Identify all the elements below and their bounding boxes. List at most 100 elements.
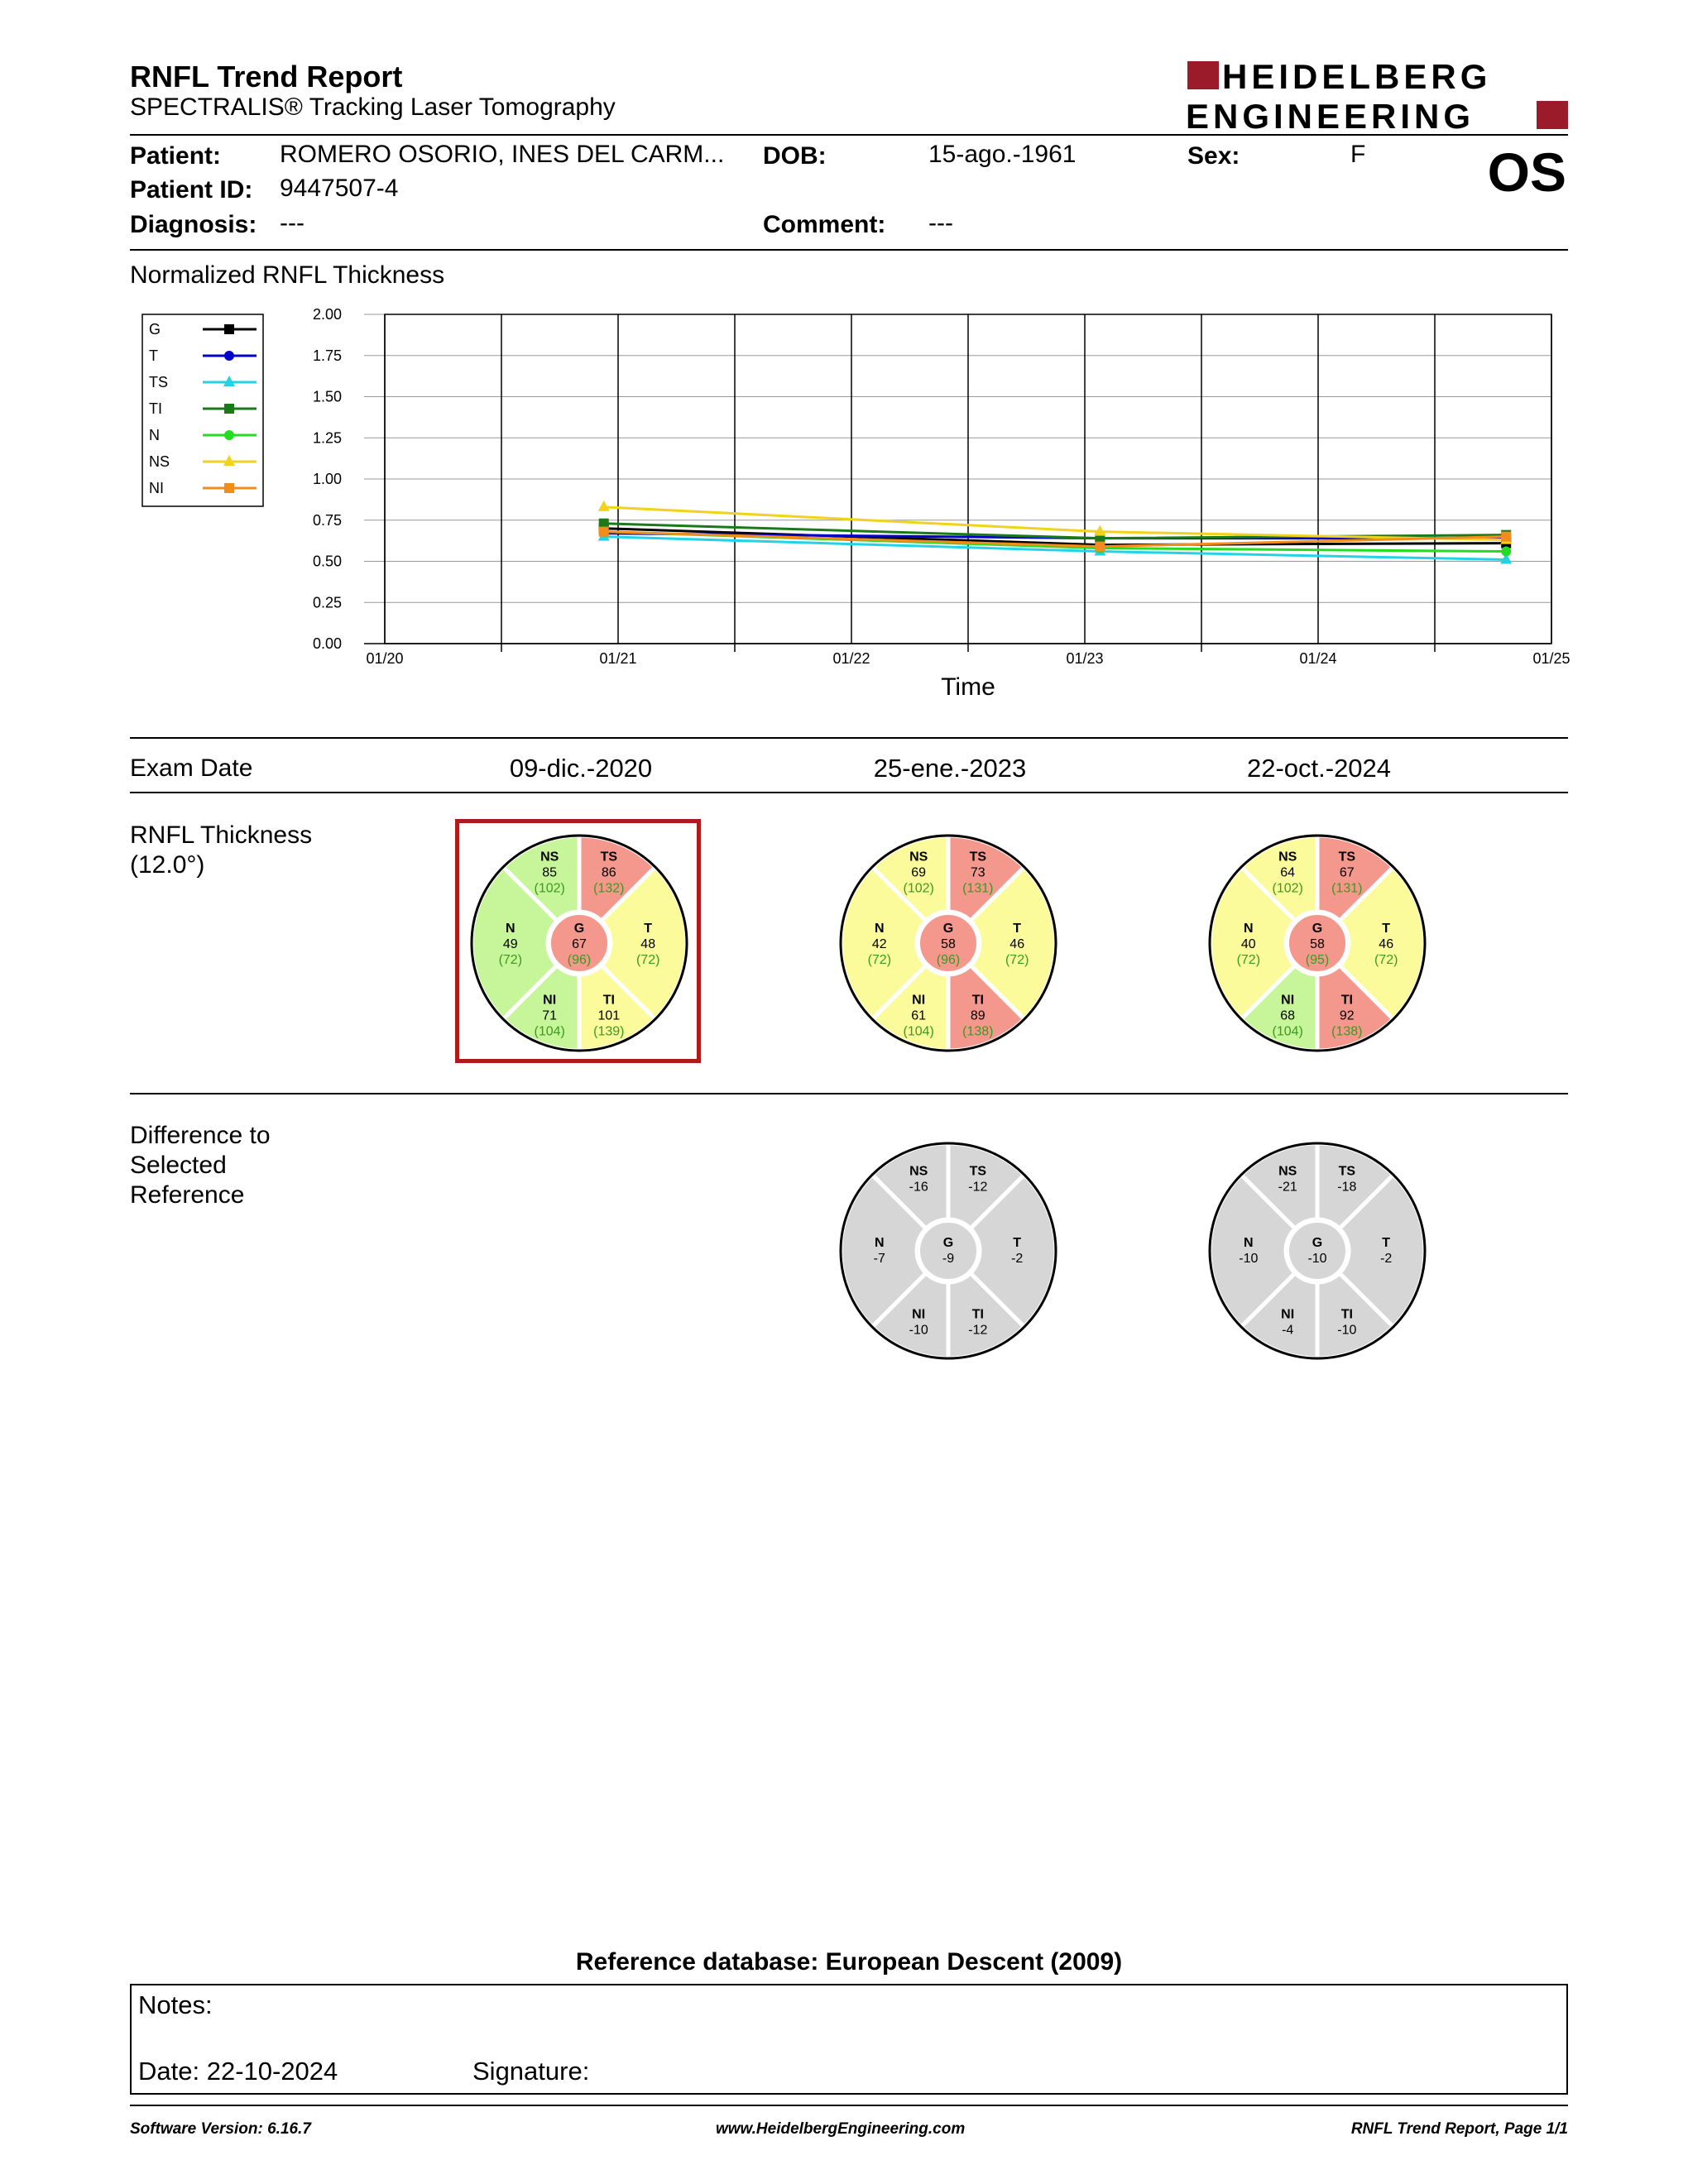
- label-n-name: N: [875, 922, 885, 936]
- rnfl-thickness-label: RNFL Thickness: [130, 821, 313, 849]
- label-ts-value: 73: [971, 866, 985, 880]
- label-ni-normal: (104): [1273, 1024, 1303, 1038]
- data-point-ni: [1501, 531, 1512, 542]
- rnfl-trend-chart: 0.00 0.25 0.50 0.75 1.00 1.25 1.50 1.75 2.00 01/2…: [141, 306, 1571, 701]
- label-ns-normal: (102): [1273, 882, 1303, 896]
- label-ni-value: -10: [909, 1323, 928, 1337]
- software-version: Software Version: 6.16.7: [130, 2120, 311, 2138]
- selected-reference-frame[interactable]: [455, 819, 701, 1063]
- label-ti-value: 92: [1340, 1008, 1355, 1023]
- label-ns-name: NS: [1278, 850, 1297, 864]
- label-t-name: T: [1013, 922, 1021, 936]
- x-tick-label: 01/21: [599, 650, 636, 667]
- patient-name: ROMERO OSORIO, INES DEL CARM...: [280, 141, 725, 168]
- y-tick-label: 0.00: [313, 635, 342, 652]
- y-tick-label: 1.25: [313, 429, 342, 446]
- label-t-normal: (72): [636, 953, 659, 967]
- label-ni-normal: (104): [904, 1024, 934, 1038]
- thickness-circle-1[interactable]: TS86(132)NS85(102)N49(72)NI71(104)TI101(…: [463, 827, 695, 1059]
- label-ts-name: TS: [601, 850, 618, 864]
- difference-label-2: Selected: [130, 1152, 227, 1179]
- y-tick-label: 1.50: [313, 389, 342, 405]
- x-tick-label: 01/24: [1299, 650, 1336, 667]
- label-t-normal: (72): [1005, 953, 1029, 967]
- label-t-value: 48: [640, 937, 655, 951]
- sector-g: [917, 1219, 980, 1282]
- notes-label: Notes:: [138, 1990, 213, 2019]
- y-tick-label: 0.75: [313, 512, 342, 529]
- label-g-value: -10: [1307, 1252, 1326, 1266]
- rnfl-thickness-angle: (12.0°): [130, 851, 205, 879]
- x-axis-label: Time: [941, 673, 995, 701]
- exam-date-label: Exam Date: [130, 754, 253, 782]
- label-ns-name: NS: [909, 850, 928, 864]
- label-ns-value: -21: [1278, 1181, 1297, 1195]
- notes-box[interactable]: Notes: Date: 22-10-2024 Signature:: [130, 1984, 1568, 2095]
- exam-date-3: 22-oct.-2024: [1246, 754, 1392, 783]
- label-ni-value: 68: [1280, 1008, 1295, 1023]
- label-g-normal: (96): [937, 953, 960, 967]
- report-title: RNFL Trend Report: [130, 60, 403, 93]
- label-t-name: T: [1382, 1236, 1390, 1250]
- label-n-name: N: [1244, 1236, 1254, 1250]
- y-tick-label: 2.00: [313, 306, 342, 323]
- legend-label-g: G: [149, 321, 161, 338]
- signature-label: Signature:: [472, 2057, 590, 2086]
- difference-label-1: Difference to: [130, 1122, 271, 1149]
- chart-legend: GT TS TI N NS NI: [141, 314, 264, 507]
- label-ti-name: TI: [603, 993, 615, 1007]
- logo-square-bottom: [1537, 101, 1568, 129]
- label-g-value: 58: [941, 937, 956, 951]
- label-ns-value: 69: [911, 866, 926, 880]
- label-g-value: -9: [942, 1252, 954, 1266]
- legend-label-ts: TS: [149, 374, 168, 390]
- series-ni: [598, 526, 1512, 552]
- label-n-name: N: [875, 1236, 885, 1250]
- plot-area: [384, 314, 1552, 644]
- legend-label-n: N: [149, 427, 160, 443]
- dob-label: DOB:: [763, 142, 827, 170]
- label-ts-name: TS: [970, 850, 987, 864]
- legend-marker-ns: [223, 455, 235, 466]
- logo-text-2: ENGINEERING: [1186, 97, 1475, 132]
- sector-g: [917, 912, 980, 975]
- sector-g: [1286, 1219, 1349, 1282]
- legend-box: [141, 314, 264, 507]
- label-ti-value: 101: [597, 1008, 620, 1023]
- y-tick-label: 0.25: [313, 594, 342, 611]
- x-tick-label: 01/23: [1066, 650, 1103, 667]
- circle-outline: [839, 834, 1057, 1052]
- website-link[interactable]: www.HeidelbergEngineering.com: [716, 2120, 966, 2138]
- exam-date-2: 25-ene.-2023: [873, 754, 1027, 783]
- diagnosis-label: Diagnosis:: [130, 211, 257, 238]
- label-ns-normal: (102): [535, 882, 565, 896]
- label-ts-normal: (131): [962, 882, 993, 896]
- eye-indicator: OS: [1487, 141, 1566, 203]
- legend-marker-ti: [224, 404, 234, 414]
- data-point-n: [1501, 546, 1512, 557]
- page-number: RNFL Trend Report, Page 1/1: [1350, 2120, 1568, 2138]
- legend-marker-ts: [223, 376, 235, 386]
- label-t-name: T: [644, 922, 652, 936]
- data-point-ts: [1500, 553, 1513, 564]
- comment-label: Comment:: [763, 211, 886, 238]
- label-ti-name: TI: [972, 993, 984, 1007]
- label-ts-value: 86: [602, 866, 616, 880]
- label-g-value: 58: [1310, 937, 1325, 951]
- circle-outline: [1208, 834, 1427, 1052]
- logo-square-top: [1187, 61, 1219, 89]
- label-ti-value: 89: [971, 1008, 985, 1023]
- logo-text-1: HEIDELBERG: [1222, 58, 1491, 96]
- label-g-normal: (95): [1306, 953, 1329, 967]
- label-ts-name: TS: [970, 1165, 987, 1179]
- sector-g: [1286, 912, 1349, 975]
- label-ts-value: -18: [1337, 1181, 1356, 1195]
- data-point-ns: [597, 500, 610, 511]
- circle-outline: [839, 1142, 1057, 1360]
- label-ti-name: TI: [972, 1307, 984, 1321]
- label-t-normal: (72): [1374, 953, 1398, 967]
- label-ts-normal: (131): [1331, 882, 1362, 896]
- label-ni-value: 61: [911, 1008, 926, 1023]
